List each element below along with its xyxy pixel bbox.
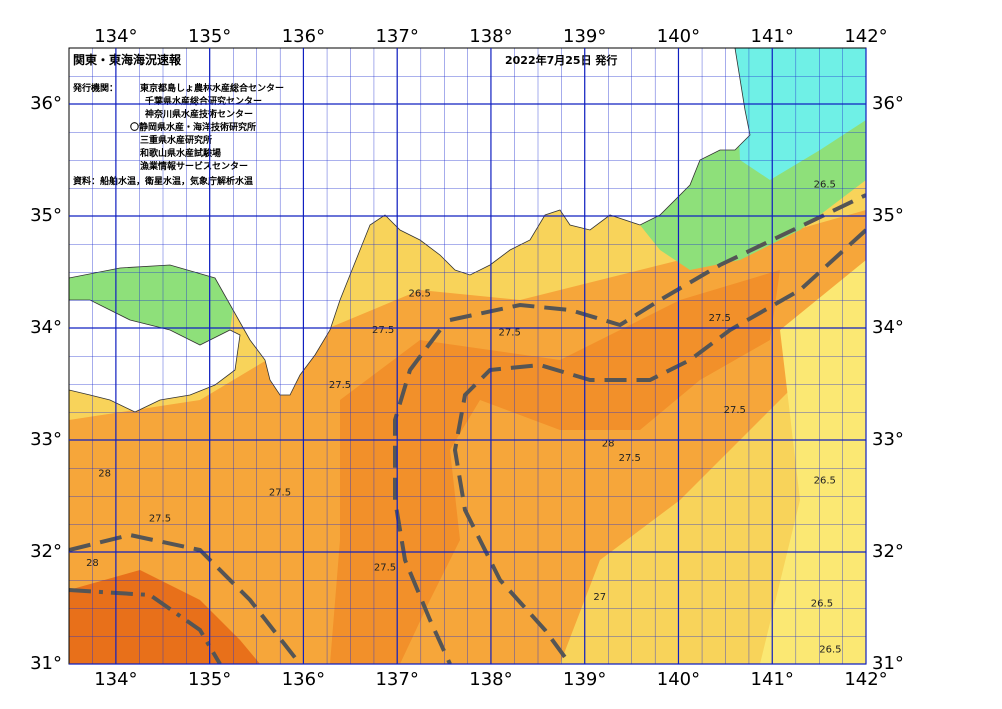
contour-labels: 26.5 27.5 27.5 27.5 27.5 27.5 27.5 27.5 27.5 27.5… xyxy=(86,180,841,656)
contour-label: 27.5 xyxy=(269,488,291,499)
front-line xyxy=(452,228,866,664)
x-tick-label: 137° xyxy=(375,26,418,47)
y-tick-label: 31° xyxy=(30,653,62,674)
issuer-label: 発行機関： xyxy=(72,82,118,94)
agency: 神奈川県水産技術センター xyxy=(145,108,253,120)
contour-label: 28 xyxy=(98,469,111,480)
contour-label: 28 xyxy=(86,558,99,569)
title: 関東・東海海況速報 xyxy=(73,52,182,67)
quarter-grid xyxy=(69,48,866,664)
x-tick-label: 135° xyxy=(188,669,231,690)
y-tick-label: 33° xyxy=(872,429,904,450)
x-tick-label: 137° xyxy=(375,669,418,690)
x-tick-label: 141° xyxy=(751,669,794,690)
x-tick-label: 141° xyxy=(751,26,794,47)
y-tick-label: 32° xyxy=(30,541,62,562)
y-tick-label: 34° xyxy=(30,317,62,338)
x-tick-label: 140° xyxy=(657,26,700,47)
x-tick-label: 139° xyxy=(563,26,606,47)
agency: 漁業情報サービスセンター xyxy=(140,160,248,172)
front-line xyxy=(393,328,452,664)
agency: 和歌山県水産試験場 xyxy=(139,147,221,159)
contour-label: 27 xyxy=(593,592,606,603)
contour-label: 27.5 xyxy=(329,380,351,391)
y-tick-label: 34° xyxy=(872,317,904,338)
x-tick-label: 139° xyxy=(563,669,606,690)
agency: 〇静岡県水産・海洋技術研究所 xyxy=(130,121,256,133)
contour-label: 26.5 xyxy=(409,288,431,299)
contour-label: 26.5 xyxy=(814,475,836,486)
contour-label: 26.5 xyxy=(819,644,841,655)
contour-label: 27.5 xyxy=(499,327,521,338)
y-tick-label: 36° xyxy=(872,93,904,114)
source: 資料：船舶水温，衛星水温，気象庁解析水温 xyxy=(73,175,253,187)
contour-label: 27.5 xyxy=(149,513,171,524)
issue-date: 2022年7月25日 発行 xyxy=(505,53,617,67)
contour-label: 27.5 xyxy=(709,313,731,324)
contour-label: 27.5 xyxy=(724,405,746,416)
x-tick-label: 140° xyxy=(657,669,700,690)
agency: 三重県水産研究所 xyxy=(140,134,212,146)
contour-label: 27.5 xyxy=(619,453,641,464)
y-tick-label: 36° xyxy=(30,93,62,114)
contour-label: 28 xyxy=(602,438,615,449)
fronts xyxy=(69,193,866,664)
x-tick-label: 142° xyxy=(844,669,887,690)
agency: 東京都島しょ農林水産総合センター xyxy=(140,82,284,94)
x-tick-label: 142° xyxy=(844,26,887,47)
y-tick-label: 32° xyxy=(872,541,904,562)
axes: 134° 134° 135° 135° 136° 136° 137° 137° 138° 138°… xyxy=(30,26,904,690)
y-tick-label: 33° xyxy=(30,429,62,450)
front-line xyxy=(69,532,302,664)
x-tick-label: 138° xyxy=(469,669,512,690)
x-tick-label: 134° xyxy=(94,26,137,47)
x-tick-label: 136° xyxy=(282,669,325,690)
x-tick-label: 134° xyxy=(94,669,137,690)
agency: 千葉県水産総合研究センター xyxy=(145,95,262,107)
contour-label: 26.5 xyxy=(814,180,836,191)
x-tick-label: 136° xyxy=(282,26,325,47)
contour-label: 26.5 xyxy=(811,599,833,610)
y-tick-label: 31° xyxy=(872,653,904,674)
front-line xyxy=(449,193,866,328)
y-tick-label: 35° xyxy=(30,205,62,226)
contour-label: 27.5 xyxy=(374,563,396,574)
agency-list: 東京都島しょ農林水産総合センター千葉県水産総合研究センター神奈川県水産技術センタ… xyxy=(130,82,284,172)
contour-label: 27.5 xyxy=(372,325,394,336)
y-tick-label: 35° xyxy=(872,205,904,226)
x-tick-label: 135° xyxy=(188,26,231,47)
x-tick-label: 138° xyxy=(469,26,512,47)
map-area: 26.5 27.5 27.5 27.5 27.5 27.5 27.5 27.5 27.5 27.5… xyxy=(69,48,866,664)
